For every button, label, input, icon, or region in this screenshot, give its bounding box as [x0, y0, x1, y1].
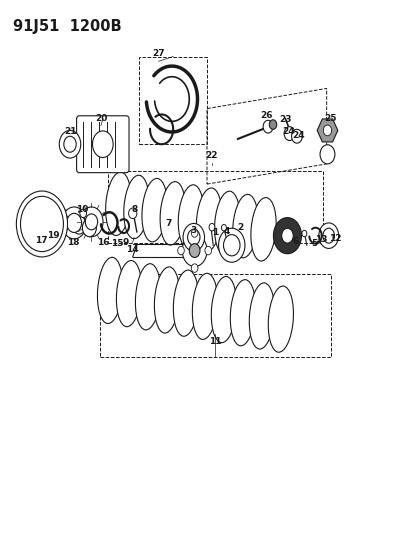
Circle shape — [21, 197, 62, 251]
Text: 16: 16 — [97, 238, 109, 247]
Text: 14: 14 — [125, 245, 138, 254]
Ellipse shape — [116, 261, 141, 327]
Ellipse shape — [192, 273, 217, 340]
Circle shape — [291, 130, 301, 143]
Circle shape — [318, 223, 338, 248]
Ellipse shape — [232, 195, 257, 258]
Text: 18: 18 — [66, 238, 79, 247]
Text: 13: 13 — [315, 235, 327, 244]
Text: 17: 17 — [35, 236, 47, 245]
Circle shape — [21, 196, 63, 252]
Circle shape — [17, 191, 67, 257]
Text: 1: 1 — [211, 228, 218, 237]
Circle shape — [322, 228, 334, 243]
Circle shape — [283, 127, 294, 141]
Circle shape — [323, 125, 331, 136]
Circle shape — [128, 208, 137, 219]
Ellipse shape — [105, 172, 131, 236]
Ellipse shape — [196, 188, 221, 252]
Text: 4: 4 — [223, 227, 230, 236]
Text: 27: 27 — [152, 49, 165, 58]
Ellipse shape — [123, 175, 149, 239]
Circle shape — [182, 235, 206, 266]
Text: 10: 10 — [76, 205, 88, 214]
Circle shape — [187, 229, 199, 245]
Circle shape — [82, 219, 96, 237]
Ellipse shape — [250, 198, 275, 261]
Circle shape — [177, 246, 184, 255]
Circle shape — [281, 228, 292, 243]
Text: 21: 21 — [64, 127, 76, 136]
Text: 5: 5 — [311, 239, 317, 248]
Circle shape — [223, 235, 240, 256]
Text: 15: 15 — [111, 239, 123, 248]
Circle shape — [273, 217, 301, 254]
Ellipse shape — [268, 286, 293, 352]
Circle shape — [64, 136, 76, 152]
Ellipse shape — [211, 277, 236, 343]
Circle shape — [268, 120, 276, 130]
Text: 23: 23 — [278, 115, 291, 124]
Circle shape — [263, 120, 272, 133]
Text: 8: 8 — [131, 205, 138, 214]
Text: 25: 25 — [324, 114, 336, 123]
Ellipse shape — [154, 267, 179, 333]
Circle shape — [319, 145, 334, 164]
Circle shape — [80, 207, 103, 237]
Ellipse shape — [178, 185, 203, 248]
FancyBboxPatch shape — [76, 116, 129, 173]
Text: 2: 2 — [237, 223, 243, 232]
Text: 26: 26 — [259, 111, 272, 120]
Circle shape — [221, 224, 226, 231]
Text: 22: 22 — [205, 151, 218, 160]
Circle shape — [218, 228, 244, 262]
Ellipse shape — [142, 179, 167, 242]
Circle shape — [189, 244, 199, 257]
Circle shape — [204, 246, 211, 255]
Ellipse shape — [230, 280, 255, 346]
Circle shape — [32, 211, 52, 237]
Circle shape — [62, 207, 86, 239]
Text: 12: 12 — [328, 233, 340, 243]
Text: 6: 6 — [292, 237, 298, 246]
Circle shape — [183, 223, 204, 251]
Text: 91J51  1200B: 91J51 1200B — [13, 19, 121, 34]
Ellipse shape — [249, 283, 274, 349]
Circle shape — [301, 230, 306, 237]
Text: 7: 7 — [166, 219, 172, 228]
Circle shape — [72, 216, 86, 234]
Circle shape — [92, 131, 113, 158]
Ellipse shape — [160, 182, 185, 245]
Text: 20: 20 — [95, 114, 107, 123]
Polygon shape — [316, 119, 337, 142]
Circle shape — [191, 229, 197, 237]
Ellipse shape — [97, 257, 122, 324]
Circle shape — [51, 209, 72, 237]
Text: 19: 19 — [47, 231, 59, 240]
Circle shape — [85, 214, 97, 230]
Circle shape — [191, 264, 197, 272]
Ellipse shape — [135, 264, 160, 330]
Circle shape — [54, 213, 69, 232]
Circle shape — [80, 209, 86, 217]
Text: 24: 24 — [292, 131, 304, 140]
Circle shape — [209, 223, 214, 231]
Text: 24: 24 — [282, 127, 294, 136]
Text: 9: 9 — [123, 238, 129, 247]
Circle shape — [66, 213, 81, 232]
Text: 11: 11 — [209, 337, 221, 346]
Ellipse shape — [173, 270, 198, 336]
Text: 3: 3 — [190, 225, 197, 235]
Ellipse shape — [214, 191, 239, 255]
Circle shape — [59, 131, 81, 158]
